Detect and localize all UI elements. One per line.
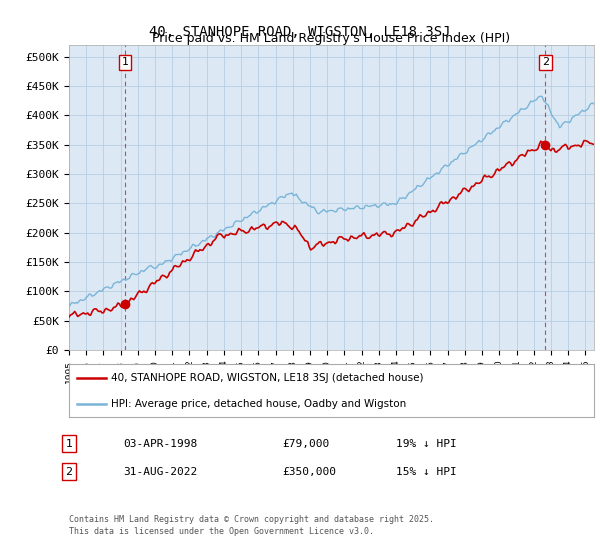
Text: 1: 1 (121, 58, 128, 67)
Text: 31-AUG-2022: 31-AUG-2022 (123, 466, 197, 477)
Text: 40, STANHOPE ROAD, WIGSTON, LE18 3SJ: 40, STANHOPE ROAD, WIGSTON, LE18 3SJ (149, 26, 451, 39)
Text: £350,000: £350,000 (282, 466, 336, 477)
Text: 15% ↓ HPI: 15% ↓ HPI (396, 466, 457, 477)
Text: 40, STANHOPE ROAD, WIGSTON, LE18 3SJ (detached house): 40, STANHOPE ROAD, WIGSTON, LE18 3SJ (de… (111, 374, 424, 384)
Text: 2: 2 (65, 466, 73, 477)
Text: £79,000: £79,000 (282, 438, 329, 449)
Title: Price paid vs. HM Land Registry's House Price Index (HPI): Price paid vs. HM Land Registry's House … (152, 32, 511, 45)
Text: 1: 1 (65, 438, 73, 449)
Text: Contains HM Land Registry data © Crown copyright and database right 2025.
This d: Contains HM Land Registry data © Crown c… (69, 515, 434, 536)
Text: 2: 2 (542, 58, 549, 67)
Text: 03-APR-1998: 03-APR-1998 (123, 438, 197, 449)
Text: HPI: Average price, detached house, Oadby and Wigston: HPI: Average price, detached house, Oadb… (111, 399, 406, 409)
Text: 19% ↓ HPI: 19% ↓ HPI (396, 438, 457, 449)
